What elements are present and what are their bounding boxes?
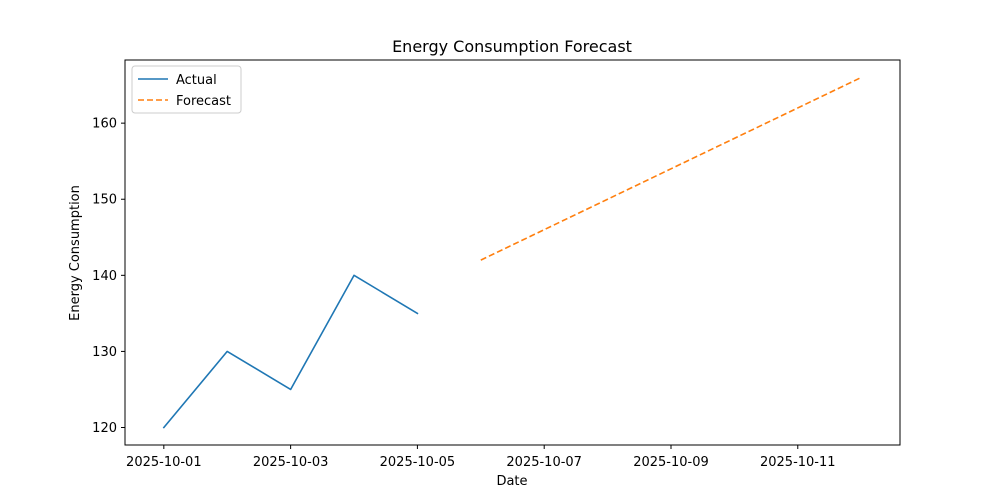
legend-label-forecast: Forecast [176, 94, 231, 109]
x-tick-label: 2025-10-09 [633, 455, 709, 470]
series-layer [162, 76, 862, 429]
y-axis-label: Energy Consumption [68, 185, 83, 321]
x-axis-label: Date [496, 474, 527, 489]
plot-area [125, 60, 900, 445]
plot-frame [124, 59, 901, 446]
y-tick-label: 130 [92, 345, 117, 360]
y-tick-label: 160 [92, 117, 117, 132]
legend: Actual Forecast [131, 65, 242, 114]
x-tick-label: 2025-10-11 [760, 455, 836, 470]
x-tick-label: 2025-10-07 [506, 455, 582, 470]
chart-title: Energy Consumption Forecast [392, 37, 632, 56]
y-axis: 120 130 140 150 160 [92, 117, 125, 436]
legend-label-actual: Actual [176, 73, 217, 88]
legend-box [131, 65, 242, 114]
x-axis: 2025-10-01 2025-10-03 2025-10-05 2025-10-07… [126, 445, 836, 470]
x-tick-label: 2025-10-05 [380, 455, 456, 470]
x-tick-label: 2025-10-03 [253, 455, 329, 470]
series-line-forecast [480, 76, 862, 261]
y-tick-label: 120 [92, 421, 117, 436]
x-tick-label: 2025-10-01 [126, 455, 202, 470]
y-tick-label: 140 [92, 269, 117, 284]
series-line-actual [162, 274, 419, 429]
y-tick-label: 150 [92, 193, 117, 208]
